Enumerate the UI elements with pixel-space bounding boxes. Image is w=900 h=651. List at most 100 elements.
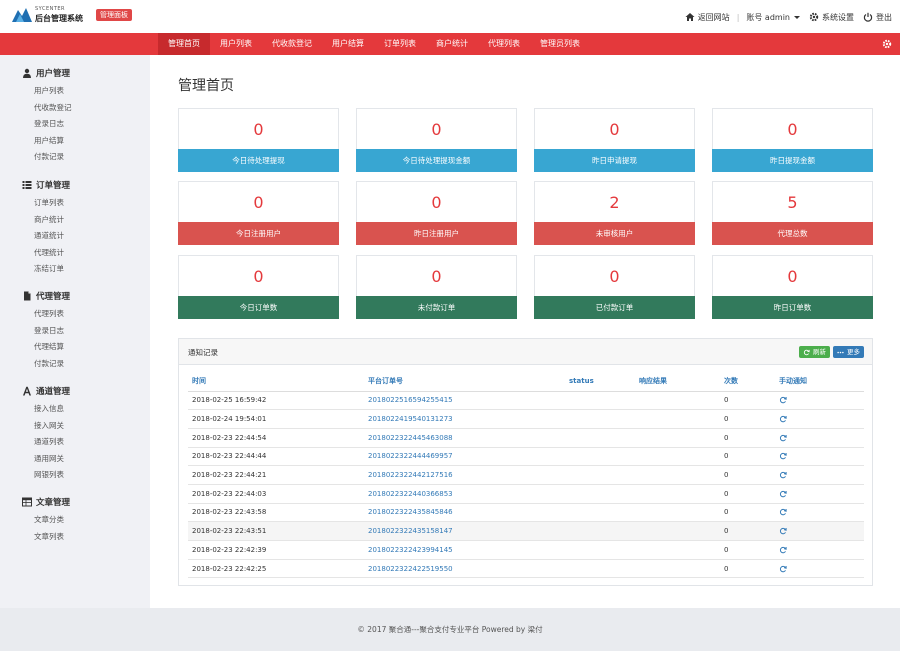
nav-item[interactable]: 订单列表 bbox=[384, 39, 416, 48]
cell-status bbox=[569, 521, 639, 541]
cell-status bbox=[569, 540, 639, 560]
stat-card[interactable]: 0 昨日提现金额 bbox=[712, 108, 873, 172]
order-number-link[interactable]: 2018022322435158147 bbox=[368, 521, 569, 541]
refresh-icon[interactable] bbox=[779, 565, 787, 573]
order-number-link[interactable]: 2018022322442127516 bbox=[368, 465, 569, 485]
stat-card[interactable]: 0 未付款订单 bbox=[356, 255, 517, 319]
list-icon bbox=[22, 181, 32, 189]
more-button[interactable]: 更多 bbox=[833, 346, 864, 358]
sidebar-link[interactable]: 通道统计 bbox=[34, 231, 64, 240]
sidebar-link[interactable]: 付款记录 bbox=[34, 358, 64, 368]
refresh-icon[interactable] bbox=[779, 396, 787, 404]
logo-icon[interactable] bbox=[10, 4, 34, 26]
refresh-icon[interactable] bbox=[779, 508, 787, 516]
order-number-link[interactable]: 2018022322422519550 bbox=[368, 559, 569, 579]
sidebar-link[interactable]: 登录日志 bbox=[34, 119, 64, 128]
sidebar-group-title[interactable]: 文章管理 bbox=[22, 495, 70, 509]
nav-item[interactable]: 管理首页 bbox=[158, 33, 210, 55]
stat-value: 0 bbox=[431, 120, 442, 139]
sidebar-link[interactable]: 订单列表 bbox=[34, 198, 64, 207]
refresh-icon[interactable] bbox=[779, 490, 787, 498]
main-navbar: 管理首页 用户列表 代收款登记 用户结算 订单列表 商户统计 代理列表 管理员列表 bbox=[0, 33, 900, 55]
header-actions: 返回网站 | 账号 admin 系统设置 登出 bbox=[685, 11, 892, 23]
order-number-link[interactable]: 2018022322440366853 bbox=[368, 484, 569, 504]
sidebar-group-title[interactable]: 通道管理 bbox=[22, 384, 70, 398]
stat-card[interactable]: 0 昨日订单数 bbox=[712, 255, 873, 319]
stat-card[interactable]: 0 昨日申请提现 bbox=[534, 108, 695, 172]
table-row: 2018-02-24 19:54:01 2018022419540131273 0 bbox=[188, 409, 864, 429]
sidebar-link[interactable]: 付款记录 bbox=[34, 152, 64, 161]
order-number-link[interactable]: 2018022322435845846 bbox=[368, 503, 569, 523]
sidebar-link[interactable]: 文章列表 bbox=[34, 531, 64, 541]
stat-card[interactable]: 5 代理总数 bbox=[712, 181, 873, 245]
sidebar-link[interactable]: 通道列表 bbox=[34, 437, 64, 446]
stat-label: 未审核用户 bbox=[534, 222, 695, 245]
sidebar-link[interactable]: 接入网关 bbox=[34, 420, 64, 430]
gear-icon[interactable] bbox=[882, 39, 892, 49]
account-label: 账号 admin bbox=[746, 12, 790, 22]
nav-item[interactable]: 用户列表 bbox=[220, 39, 252, 48]
stat-card[interactable]: 0 今日待处理提现金额 bbox=[356, 108, 517, 172]
logo-title[interactable]: 后台管理系统 bbox=[35, 14, 83, 23]
system-settings-link[interactable]: 系统设置 bbox=[809, 12, 854, 23]
cell-time: 2018-02-23 22:42:39 bbox=[188, 540, 368, 560]
cell-response bbox=[639, 465, 724, 485]
order-number-link[interactable]: 2018022516594255415 bbox=[368, 391, 569, 411]
order-number-link[interactable]: 2018022322423994145 bbox=[368, 540, 569, 560]
order-number-link[interactable]: 2018022419540131273 bbox=[368, 409, 569, 429]
stat-card[interactable]: 0 已付款订单 bbox=[534, 255, 695, 319]
account-dropdown[interactable]: 账号 admin bbox=[746, 12, 800, 23]
stat-label: 昨日订单数 bbox=[712, 296, 873, 319]
cell-status bbox=[569, 503, 639, 523]
logout-link[interactable]: 登出 bbox=[863, 12, 892, 23]
stat-card[interactable]: 0 今日待处理提现 bbox=[178, 108, 339, 172]
refresh-icon[interactable] bbox=[779, 471, 787, 479]
stat-card[interactable]: 2 未审核用户 bbox=[534, 181, 695, 245]
sidebar-link[interactable]: 代收款登记 bbox=[34, 102, 72, 112]
sidebar-link[interactable]: 接入信息 bbox=[34, 404, 64, 413]
nav-item[interactable]: 管理员列表 bbox=[540, 39, 580, 48]
sidebar-group-title[interactable]: 用户管理 bbox=[22, 66, 72, 80]
nav-item[interactable]: 代理列表 bbox=[488, 39, 520, 48]
refresh-icon[interactable] bbox=[779, 546, 787, 554]
refresh-icon[interactable] bbox=[779, 527, 787, 535]
sidebar-link[interactable]: 登录日志 bbox=[34, 325, 64, 335]
refresh-icon bbox=[803, 349, 810, 355]
system-settings-label: 系统设置 bbox=[822, 12, 854, 22]
stat-card[interactable]: 0 今日注册用户 bbox=[178, 181, 339, 245]
stat-value: 0 bbox=[431, 193, 442, 212]
sidebar-link[interactable]: 冻结订单 bbox=[34, 264, 64, 273]
refresh-icon[interactable] bbox=[779, 434, 787, 442]
stat-label: 今日注册用户 bbox=[178, 222, 339, 245]
stat-label: 今日待处理提现金额 bbox=[356, 149, 517, 172]
sidebar-link[interactable]: 文章分类 bbox=[34, 515, 64, 524]
refresh-icon[interactable] bbox=[779, 452, 787, 460]
cell-response bbox=[639, 521, 724, 541]
manual-notify-cell bbox=[779, 484, 864, 504]
sidebar-link[interactable]: 代理列表 bbox=[34, 309, 64, 318]
sidebar-link[interactable]: 用户结算 bbox=[34, 135, 64, 145]
sidebar-link[interactable]: 代理统计 bbox=[34, 247, 64, 257]
sidebar-group-title[interactable]: 代理管理 bbox=[22, 289, 70, 303]
nav-item[interactable]: 代收款登记 bbox=[272, 39, 312, 48]
refresh-icon[interactable] bbox=[779, 415, 787, 423]
manual-notify-cell bbox=[779, 540, 864, 560]
sidebar-link[interactable]: 网银列表 bbox=[34, 470, 64, 479]
order-number-link[interactable]: 2018022322445463088 bbox=[368, 428, 569, 448]
back-to-site-link[interactable]: 返回网站 bbox=[685, 12, 730, 23]
table-icon bbox=[22, 497, 32, 507]
order-number-link[interactable]: 2018022322444469957 bbox=[368, 447, 569, 467]
stat-card[interactable]: 0 昨日注册用户 bbox=[356, 181, 517, 245]
nav-item[interactable]: 商户统计 bbox=[436, 39, 468, 48]
nav-item[interactable]: 用户结算 bbox=[332, 39, 364, 48]
sidebar-link[interactable]: 代理结算 bbox=[34, 342, 64, 351]
sidebar-group-title[interactable]: 订单管理 bbox=[22, 178, 70, 192]
refresh-button[interactable]: 刷新 bbox=[799, 346, 830, 358]
sidebar-link[interactable]: 用户列表 bbox=[34, 86, 64, 95]
stat-value: 0 bbox=[253, 267, 264, 286]
sidebar-link[interactable]: 通用网关 bbox=[34, 453, 64, 463]
stat-card[interactable]: 0 今日订单数 bbox=[178, 255, 339, 319]
sidebar-link[interactable]: 商户统计 bbox=[34, 214, 64, 224]
table-row: 2018-02-23 22:44:03 2018022322440366853 0 bbox=[188, 484, 864, 504]
stat-label: 今日待处理提现 bbox=[178, 149, 339, 172]
